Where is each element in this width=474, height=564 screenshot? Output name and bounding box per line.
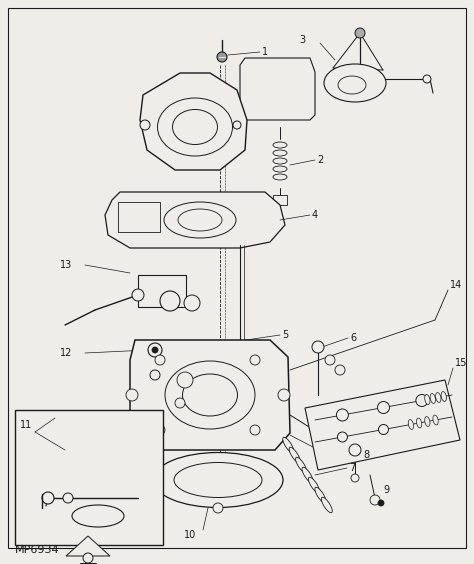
Ellipse shape: [273, 174, 287, 180]
Text: 13: 13: [60, 260, 72, 270]
Ellipse shape: [289, 447, 300, 462]
Circle shape: [349, 444, 361, 456]
Ellipse shape: [273, 150, 287, 156]
Text: 5: 5: [282, 330, 288, 340]
Bar: [15, 410, 163, 545]
Text: 3: 3: [299, 35, 305, 45]
Ellipse shape: [338, 76, 366, 94]
Circle shape: [370, 495, 380, 505]
Ellipse shape: [153, 452, 283, 508]
Text: 2: 2: [317, 155, 323, 165]
Ellipse shape: [182, 374, 237, 416]
Ellipse shape: [178, 209, 222, 231]
Text: 8: 8: [363, 450, 369, 460]
Ellipse shape: [433, 415, 438, 425]
Ellipse shape: [425, 417, 430, 426]
Circle shape: [83, 553, 93, 563]
Circle shape: [250, 425, 260, 435]
Ellipse shape: [430, 394, 436, 403]
Circle shape: [126, 389, 138, 401]
Circle shape: [337, 432, 347, 442]
Ellipse shape: [425, 395, 430, 404]
Circle shape: [213, 503, 223, 513]
Circle shape: [312, 341, 324, 353]
Circle shape: [160, 291, 180, 311]
Bar: [118, 202, 160, 232]
Circle shape: [132, 289, 144, 301]
Circle shape: [184, 295, 200, 311]
Circle shape: [378, 500, 384, 506]
Ellipse shape: [408, 420, 413, 429]
Ellipse shape: [324, 64, 386, 102]
Polygon shape: [140, 73, 247, 170]
Bar: [138, 275, 186, 307]
Circle shape: [42, 492, 54, 504]
Ellipse shape: [309, 477, 319, 493]
Circle shape: [150, 370, 160, 380]
Polygon shape: [305, 380, 460, 470]
Text: 11: 11: [20, 420, 32, 430]
Circle shape: [177, 372, 193, 388]
Circle shape: [335, 365, 345, 375]
Circle shape: [351, 474, 359, 482]
Text: MP6934: MP6934: [15, 545, 60, 555]
Ellipse shape: [273, 142, 287, 148]
Circle shape: [325, 355, 335, 365]
Polygon shape: [66, 536, 110, 556]
Ellipse shape: [273, 166, 287, 172]
Ellipse shape: [283, 437, 294, 453]
Circle shape: [278, 389, 290, 401]
Circle shape: [175, 398, 185, 408]
Text: 9: 9: [383, 485, 389, 495]
Ellipse shape: [436, 393, 441, 403]
Ellipse shape: [315, 487, 326, 503]
Text: 10: 10: [184, 530, 196, 540]
Ellipse shape: [72, 505, 124, 527]
Circle shape: [155, 355, 165, 365]
Circle shape: [250, 355, 260, 365]
Ellipse shape: [173, 109, 218, 144]
Circle shape: [140, 120, 150, 130]
Text: 15: 15: [455, 358, 467, 368]
Ellipse shape: [273, 158, 287, 164]
Ellipse shape: [321, 497, 332, 513]
Circle shape: [217, 52, 227, 62]
Circle shape: [416, 394, 428, 407]
Ellipse shape: [174, 462, 262, 497]
Polygon shape: [105, 192, 285, 248]
Text: 4: 4: [312, 210, 318, 220]
Circle shape: [377, 402, 390, 413]
Circle shape: [233, 121, 241, 129]
Circle shape: [355, 28, 365, 38]
Circle shape: [155, 425, 165, 435]
Polygon shape: [240, 58, 315, 120]
Ellipse shape: [296, 457, 307, 473]
Ellipse shape: [157, 98, 233, 156]
Polygon shape: [130, 340, 290, 450]
Ellipse shape: [164, 202, 236, 238]
Text: 14: 14: [450, 280, 462, 290]
Circle shape: [337, 409, 348, 421]
Text: 12: 12: [60, 348, 72, 358]
Text: 6: 6: [350, 333, 356, 343]
Circle shape: [152, 347, 158, 353]
Text: 7: 7: [349, 463, 355, 473]
Circle shape: [63, 493, 73, 503]
Circle shape: [379, 425, 389, 434]
Ellipse shape: [165, 361, 255, 429]
Circle shape: [423, 75, 431, 83]
Bar: [273, 195, 287, 205]
Circle shape: [148, 343, 162, 357]
Ellipse shape: [417, 418, 422, 428]
Ellipse shape: [302, 467, 313, 483]
Text: 1: 1: [262, 47, 268, 57]
Ellipse shape: [441, 391, 447, 402]
